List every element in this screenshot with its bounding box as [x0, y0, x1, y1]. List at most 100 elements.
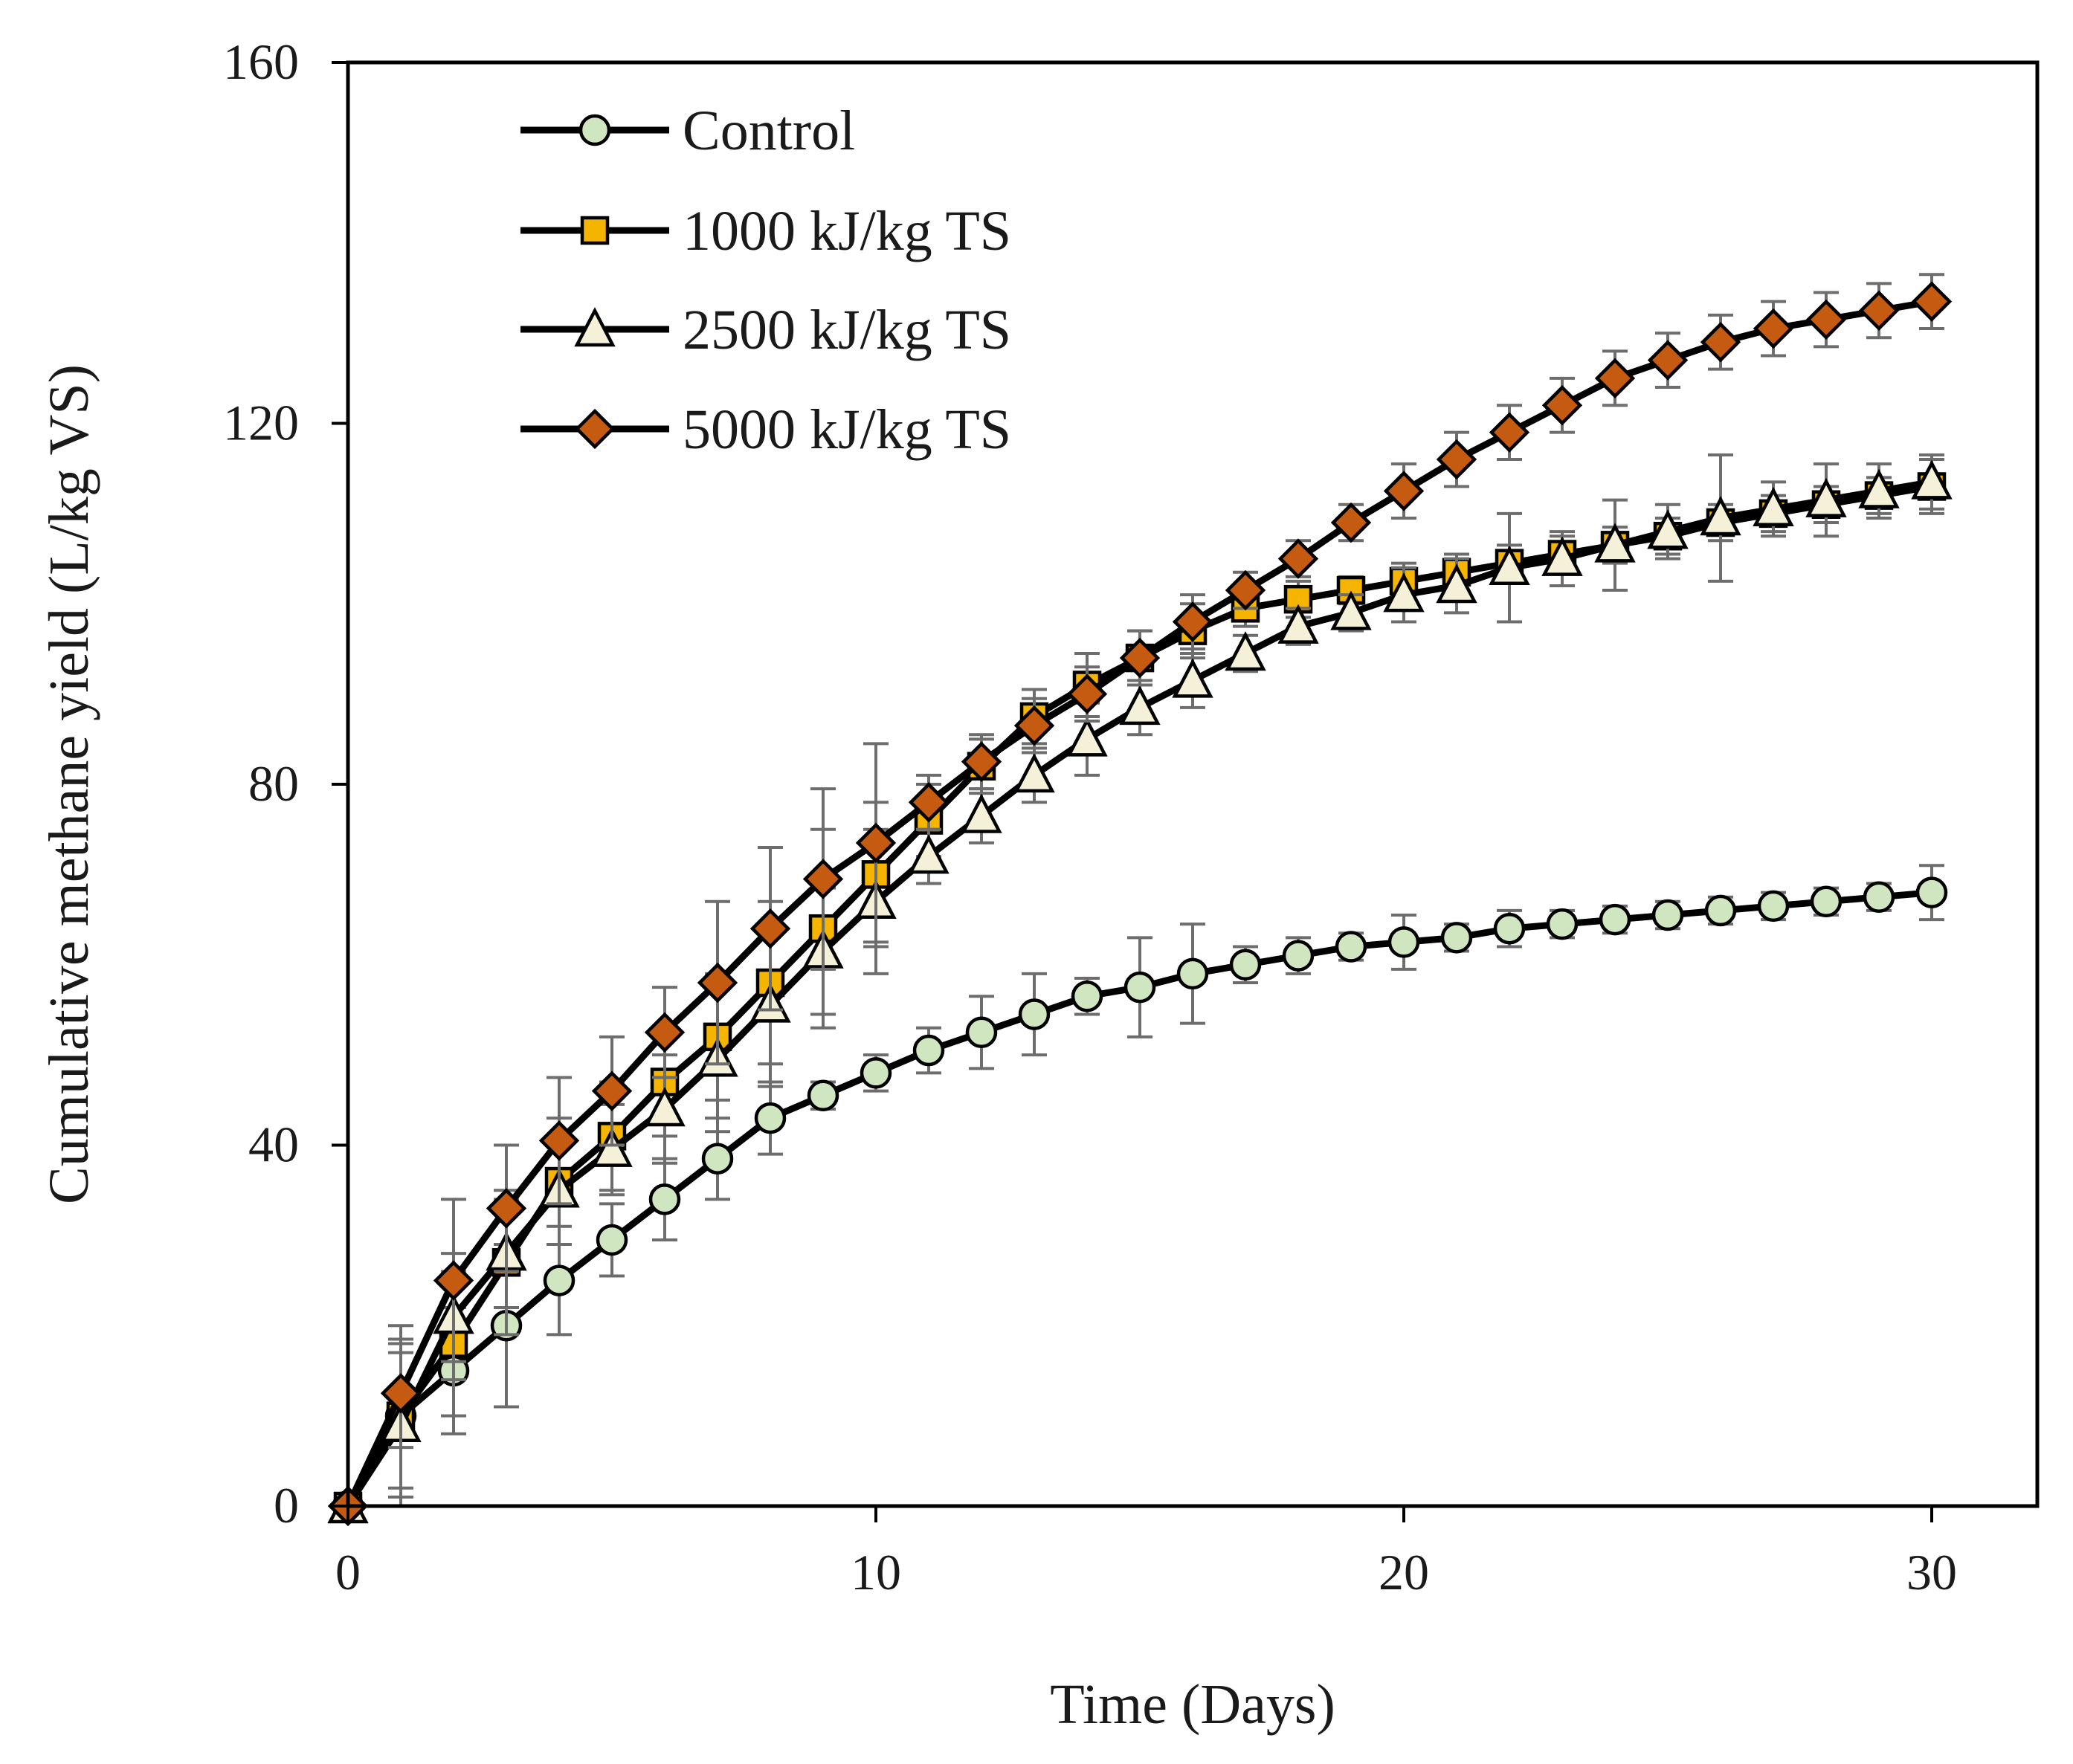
data-point: [1489, 545, 1530, 585]
data-point: [1387, 926, 1420, 958]
data-point: [538, 1120, 580, 1161]
data-point: [1651, 899, 1684, 931]
data-point: [1594, 523, 1636, 563]
data-point: [596, 1224, 628, 1256]
data-point: [855, 822, 897, 864]
data-point: [1436, 439, 1477, 480]
data-point: [807, 1079, 839, 1111]
data-point: [1805, 477, 1847, 517]
legend-item: 2500 kJ/kg TS: [520, 299, 1011, 361]
data-point: [1225, 569, 1266, 611]
data-point: [1753, 308, 1794, 349]
data-point: [961, 793, 1002, 833]
legend-marker: [580, 216, 610, 245]
legend-marker: [574, 408, 616, 450]
data-point: [1647, 509, 1689, 549]
data-point: [1066, 673, 1108, 714]
data-point: [1013, 752, 1055, 793]
data-point: [591, 1127, 633, 1167]
data-point: [802, 859, 844, 899]
series-layer: [327, 273, 1953, 1527]
data-point: [965, 1016, 998, 1049]
data-point: [1225, 631, 1266, 671]
data-point: [1805, 299, 1847, 340]
y-tick-label: 120: [223, 395, 299, 451]
data-point: [644, 1012, 686, 1053]
legend-item: 5000 kJ/kg TS: [520, 398, 1011, 461]
y-tick-label: 160: [223, 33, 299, 90]
data-point: [1277, 604, 1319, 644]
data-point: [1858, 468, 1900, 508]
data-point: [1700, 496, 1741, 536]
data-point: [1018, 998, 1051, 1030]
data-point: [486, 1188, 527, 1229]
data-point: [1647, 340, 1689, 381]
data-point: [1383, 572, 1425, 613]
data-point: [1594, 358, 1636, 398]
y-tick-label: 40: [248, 1117, 299, 1173]
data-point: [908, 834, 950, 874]
x-tick-label: 20: [1379, 1544, 1429, 1600]
data-point: [1493, 912, 1526, 945]
data-point: [1915, 876, 1948, 908]
data-point: [1066, 717, 1108, 757]
legend-marker: [574, 307, 616, 347]
x-tick-label: 30: [1906, 1544, 1957, 1600]
y-axis-title: Cumulative methane yield (L/kg VS): [38, 364, 100, 1204]
data-point: [697, 962, 738, 1004]
data-point: [1123, 971, 1156, 1004]
data-point: [1863, 881, 1895, 913]
data-point: [1911, 281, 1953, 322]
data-point: [1013, 705, 1055, 746]
data-point: [1176, 957, 1209, 990]
legend: Control 1000 kJ/kg TS 2500 kJ/kg TS 5000 kJ…: [520, 100, 1011, 461]
data-point: [1330, 590, 1372, 630]
data-point: [1700, 322, 1741, 363]
data-point: [1436, 563, 1477, 604]
data-point: [591, 1070, 633, 1111]
y-tick-label: 0: [274, 1477, 299, 1534]
series-0: [332, 864, 1948, 1522]
data-point: [644, 1087, 686, 1127]
data-point: [1277, 538, 1319, 579]
legend-item: 1000 kJ/kg TS: [520, 200, 1011, 262]
legend-label: 5000 kJ/kg TS: [683, 398, 1011, 461]
data-point: [1119, 685, 1161, 726]
data-point: [860, 1057, 892, 1089]
data-point: [1541, 385, 1583, 426]
legend-label: Control: [683, 100, 855, 162]
data-point: [1911, 459, 1953, 500]
data-point: [1119, 637, 1161, 679]
data-point: [1489, 412, 1530, 453]
data-point: [1704, 894, 1737, 927]
y-tick-label: 80: [248, 755, 299, 812]
data-point: [961, 741, 1002, 782]
data-point: [1753, 486, 1794, 527]
data-point: [1335, 931, 1367, 963]
data-point: [1383, 471, 1425, 511]
series-3: [327, 273, 1953, 1527]
data-point: [1810, 885, 1843, 918]
series-line: [344, 298, 1932, 1508]
x-tick-label: 0: [335, 1544, 361, 1600]
x-axis-title: Time (Days): [1050, 1673, 1335, 1736]
data-point: [1858, 290, 1900, 331]
data-point: [754, 1102, 787, 1134]
data-point: [1282, 940, 1315, 972]
data-point: [1172, 658, 1213, 698]
y-axis: 0 40 80 120 160: [223, 33, 348, 1534]
data-point: [908, 782, 950, 823]
data-point: [749, 908, 791, 949]
plot-frame: [346, 60, 2040, 1508]
legend-marker: [578, 114, 611, 146]
data-point: [380, 1373, 422, 1414]
data-point: [648, 1183, 681, 1215]
data-point: [1330, 502, 1372, 543]
data-point: [1599, 903, 1631, 936]
legend-item: Control: [520, 100, 855, 162]
data-point: [1172, 601, 1213, 642]
data-point: [1541, 536, 1583, 576]
data-point: [701, 1143, 734, 1175]
